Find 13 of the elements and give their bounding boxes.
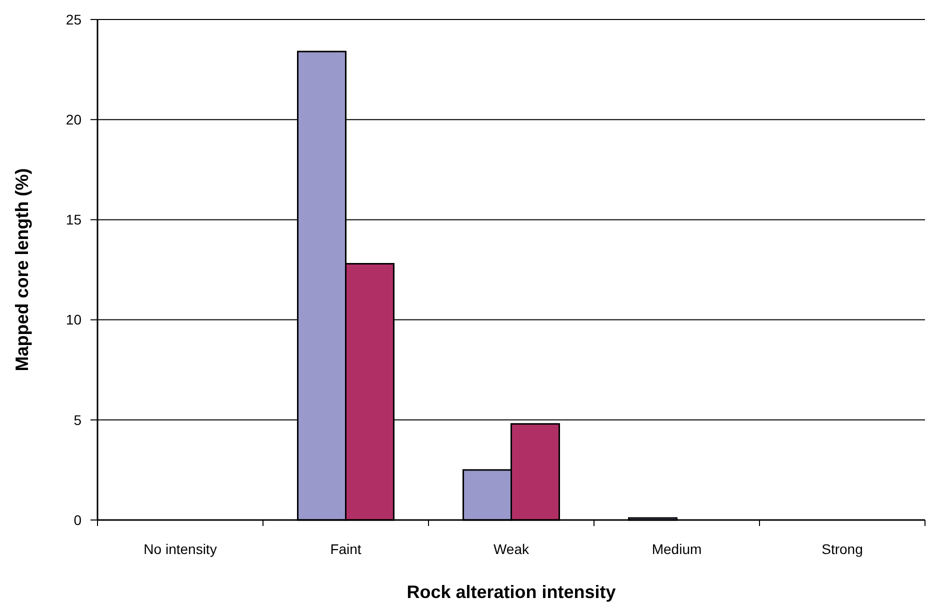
y-tick-label: 10 [66, 312, 82, 328]
y-tick-label: 15 [66, 212, 82, 228]
x-tick-label: Strong [822, 541, 863, 557]
x-tick-label: Medium [652, 541, 702, 557]
x-tick-label: No intensity [144, 541, 217, 557]
y-axis-title: Mapped core length (%) [12, 168, 32, 372]
x-tick-label: Faint [330, 541, 362, 557]
y-tick-label: 25 [66, 11, 82, 28]
y-tick-label: 0 [74, 512, 82, 528]
x-axis-title: Rock alteration intensity [406, 582, 616, 602]
x-tick-label: Weak [493, 541, 530, 557]
y-tick-label: 5 [74, 412, 82, 428]
y-tick-label: 20 [66, 112, 82, 128]
